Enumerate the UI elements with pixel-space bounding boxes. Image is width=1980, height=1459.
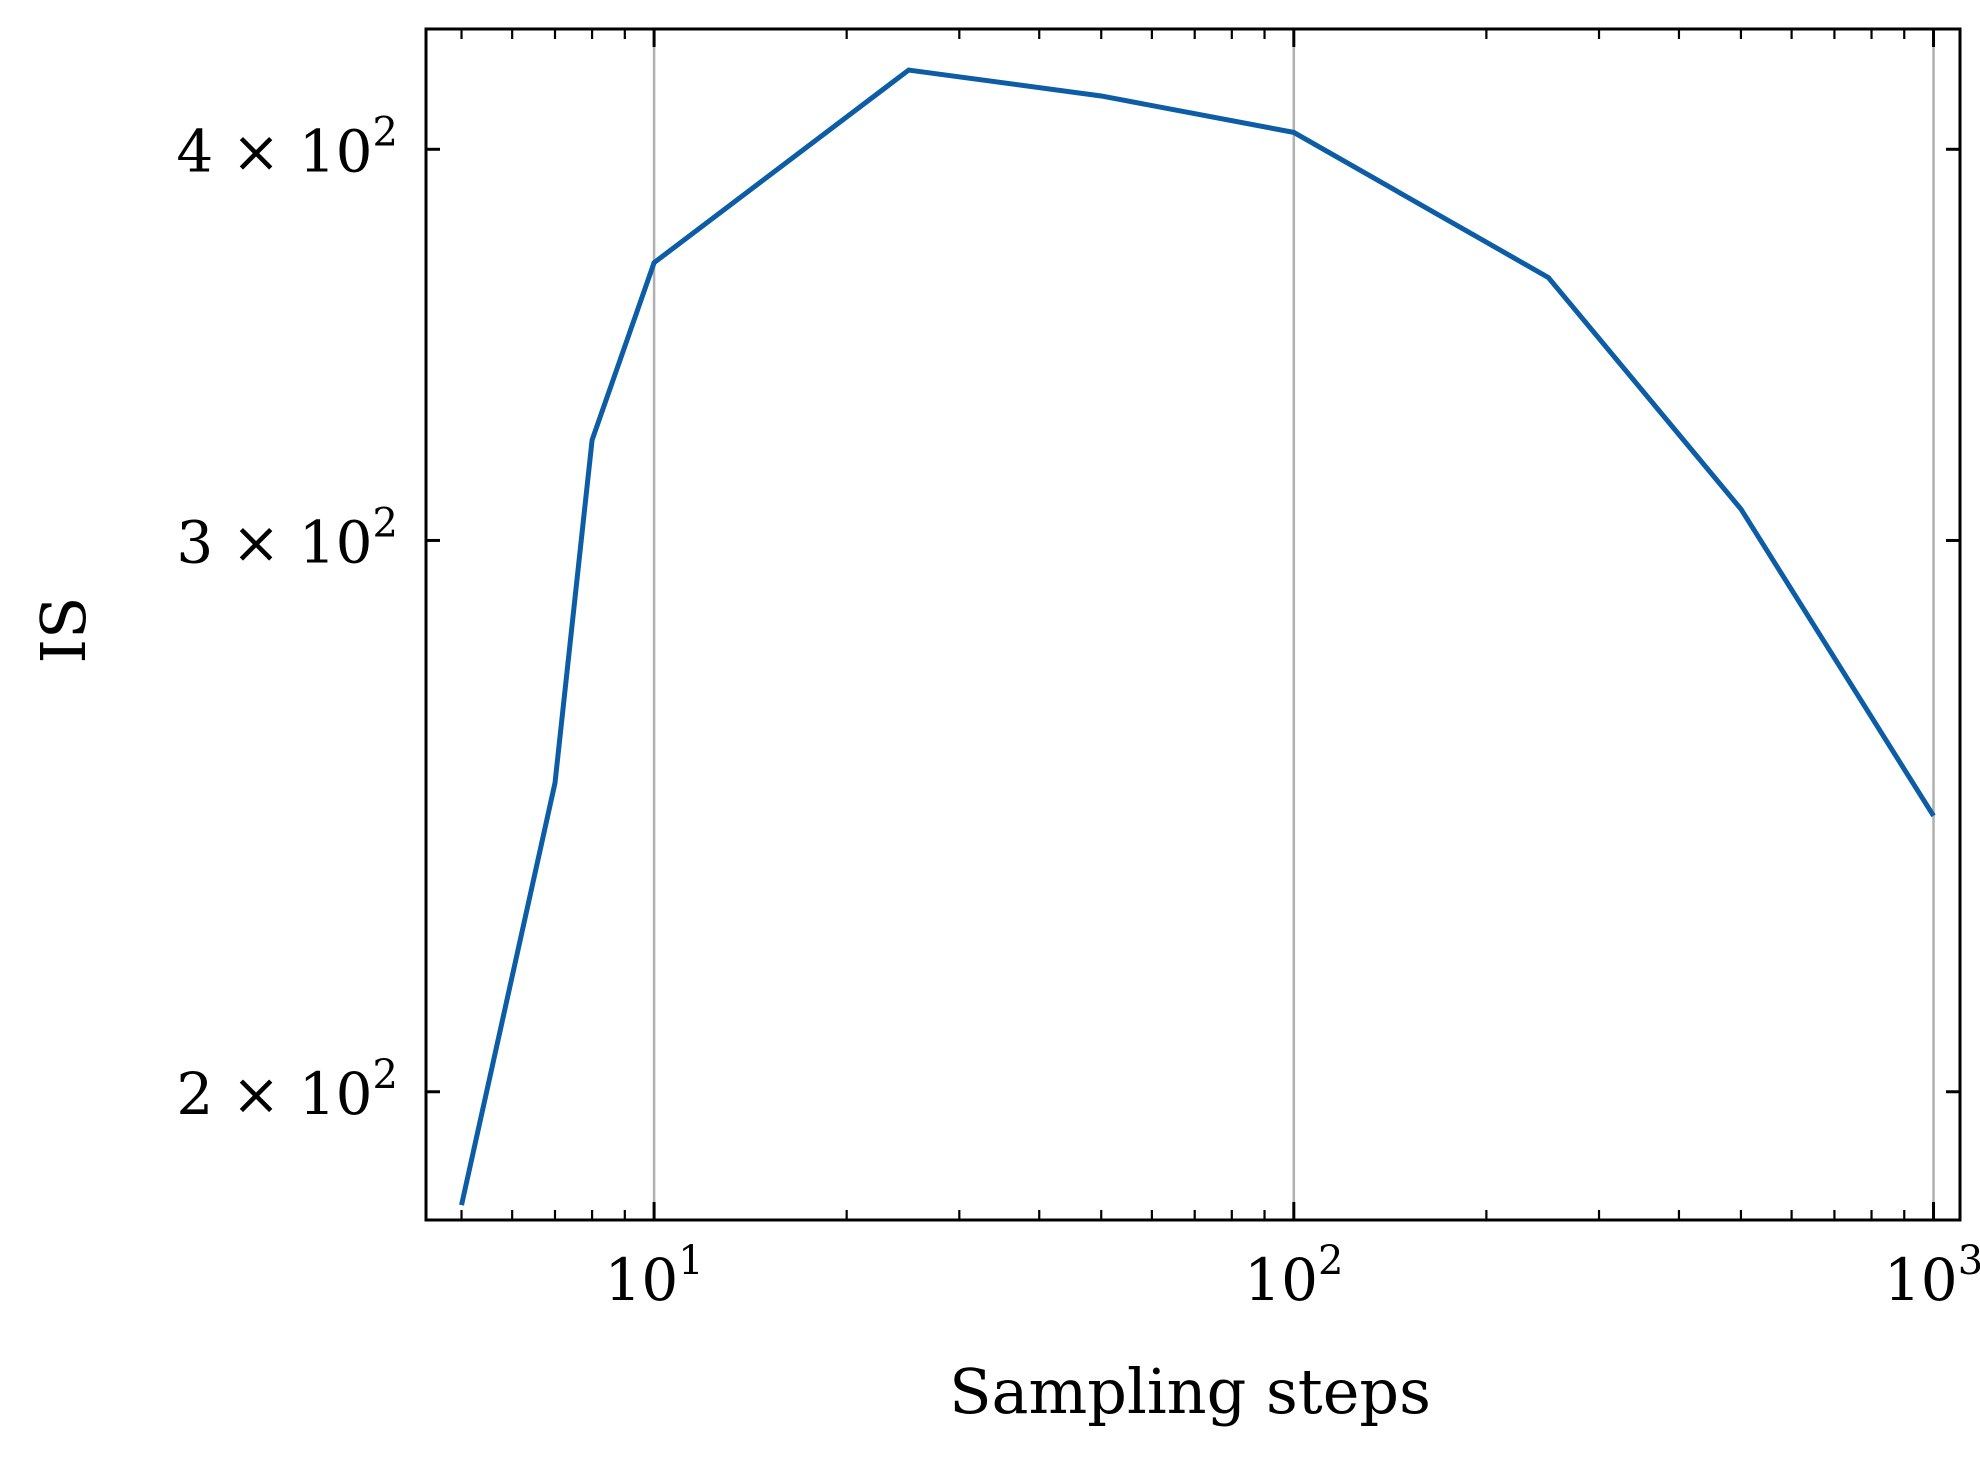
tick-labels-layer: 101 102 103 2 × 102 3 × 102 4 × 102: [176, 109, 1980, 1314]
y-axis-title: IS: [27, 597, 100, 664]
series-line: [462, 70, 1934, 1205]
ticks-layer: [426, 29, 1960, 1220]
y-tick-label: 2 × 102: [176, 1052, 398, 1128]
x-axis-title: Sampling steps: [949, 1355, 1431, 1428]
y-tick-label: 3 × 102: [176, 500, 398, 576]
x-tick-label: 102: [1244, 1238, 1343, 1314]
plot-frame: [426, 29, 1960, 1220]
y-tick-label: 4 × 102: [176, 109, 398, 185]
x-tick-label: 101: [604, 1238, 703, 1314]
series-layer: [462, 70, 1934, 1205]
grid-layer: [654, 29, 1933, 1220]
x-tick-label: 103: [1884, 1238, 1980, 1314]
